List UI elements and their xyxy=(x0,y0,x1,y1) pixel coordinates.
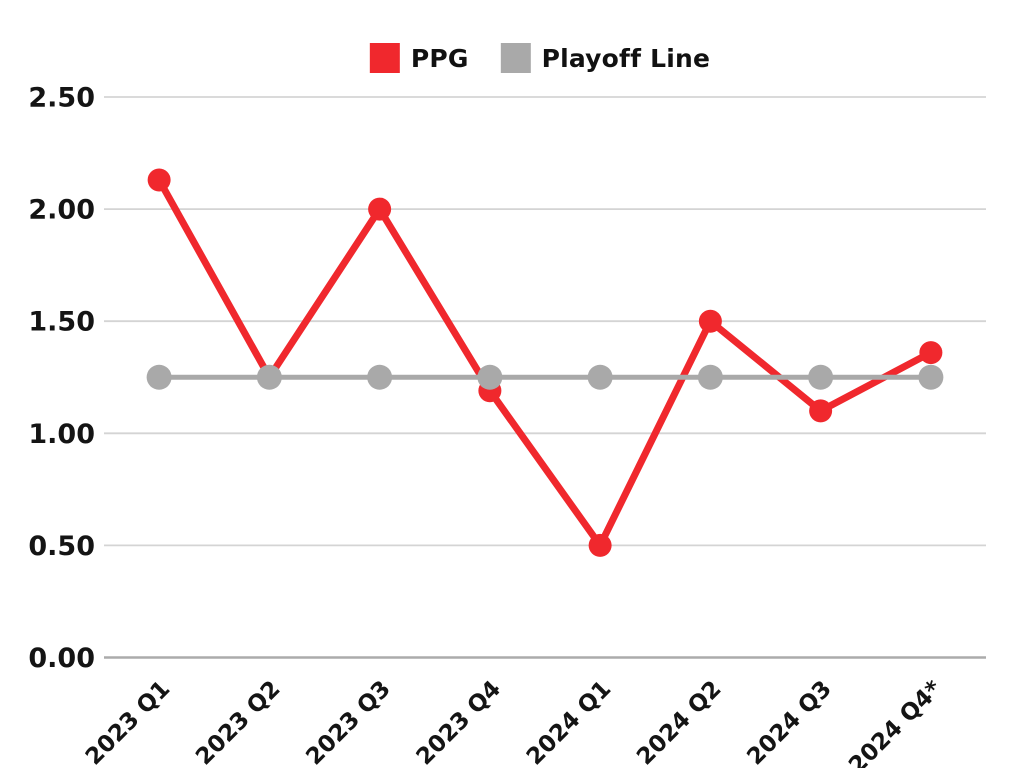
playoff-line-marker xyxy=(587,364,613,390)
y-axis-tick-label: 1.00 xyxy=(28,419,95,450)
y-axis-tick-label: 2.00 xyxy=(28,195,95,226)
y-axis-tick-label: 0.50 xyxy=(28,531,95,562)
ppg-marker xyxy=(147,168,171,192)
playoff-line-marker xyxy=(918,364,944,390)
ppg-marker xyxy=(698,309,722,333)
x-axis-tick-label: 2023 Q2 xyxy=(191,676,285,768)
playoff-line-marker xyxy=(808,364,834,390)
playoff-line-marker xyxy=(697,364,723,390)
chart-legend: PPG Playoff Line xyxy=(369,43,711,73)
x-axis-tick-label: 2024 Q2 xyxy=(632,676,726,768)
playoff-line-marker xyxy=(477,364,503,390)
ppg-marker xyxy=(368,197,392,221)
y-axis-tick-label: 0.00 xyxy=(28,643,95,674)
x-axis-tick-label: 2023 Q4 xyxy=(412,676,506,768)
ppg-marker xyxy=(809,399,833,423)
playoff-line-marker xyxy=(256,364,282,390)
x-axis-tick-label: 2023 Q3 xyxy=(301,676,395,768)
x-axis-tick-label: 2024 Q1 xyxy=(522,676,616,768)
red-square-swatch-icon xyxy=(369,43,400,73)
ppg-line xyxy=(155,176,935,549)
legend-item-playoff-line: Playoff Line xyxy=(500,43,711,73)
x-axis-tick-label: 2023 Q1 xyxy=(81,676,175,768)
x-axis-tick-label: 2024 Q4* xyxy=(844,676,947,768)
legend-label-ppg: PPG xyxy=(410,43,469,73)
legend-label-playoff-line: Playoff Line xyxy=(541,43,711,73)
legend-item-ppg: PPG xyxy=(369,43,469,73)
ppg-marker xyxy=(588,533,612,557)
y-axis-tick-label: 2.50 xyxy=(28,83,95,114)
gray-square-swatch-icon xyxy=(500,43,531,73)
x-axis-tick-label: 2024 Q3 xyxy=(742,676,836,768)
playoff-line-marker xyxy=(146,364,172,390)
playoff-line-marker xyxy=(367,364,393,390)
y-axis-tick-label: 1.50 xyxy=(28,307,95,338)
ppg-marker xyxy=(919,341,943,365)
